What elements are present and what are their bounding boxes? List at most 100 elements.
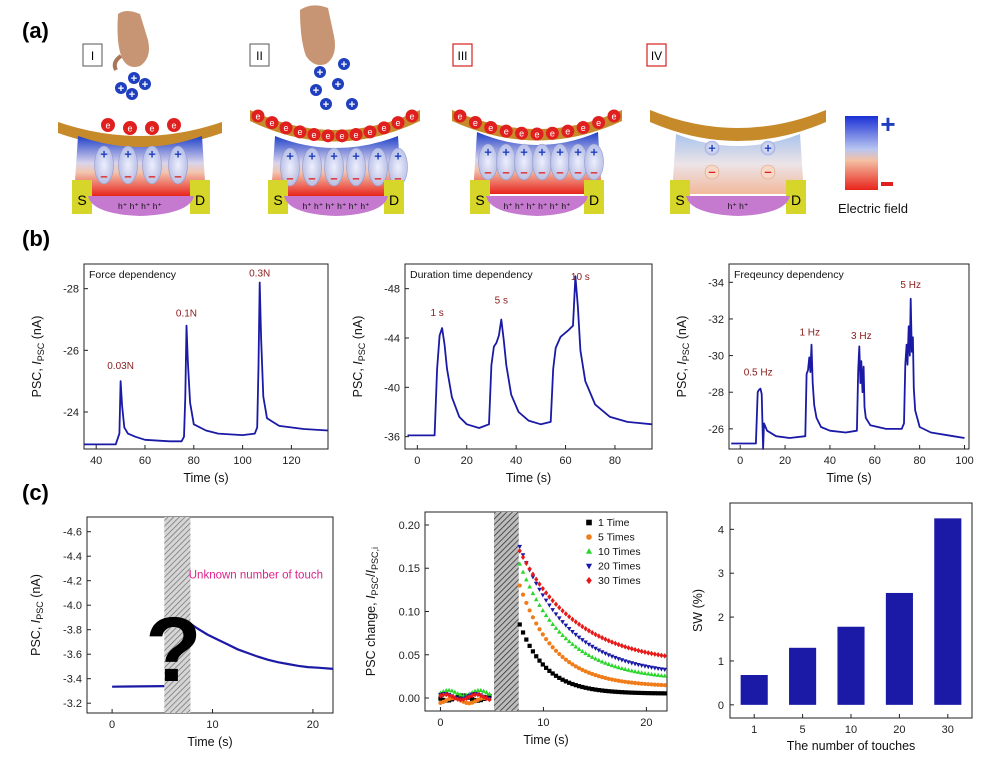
electron-label: e [311,130,316,140]
marker-square [470,697,475,702]
x-tick-label: 60 [559,455,571,467]
inset-title: Duration time dependency [410,269,533,281]
marker-triangle-up [576,646,582,651]
marker-triangle-down [553,612,559,617]
y-axis-label-part: I [675,361,689,365]
marker-triangle-down [540,593,546,598]
electron-dot [592,115,606,129]
plot-frame [86,516,334,714]
marker-diamond [517,548,522,554]
electron-dot [321,129,335,143]
marker-circle [613,678,618,683]
series-10-times [438,561,668,698]
electron-label: e [105,120,110,130]
marker-square [586,519,592,526]
marker-triangle-up [446,687,452,692]
drain-pad-3 [584,180,604,214]
marker-triangle-up [652,672,658,677]
marker-diamond [557,604,562,611]
x-tick-label: 0 [437,717,443,729]
marker-square [606,689,611,694]
marker-circle [590,671,595,677]
marker-diamond [642,649,648,655]
marker-triangle-down [626,660,631,665]
y-tick-label: -3.2 [63,698,82,710]
source-label-4: S [675,192,684,208]
electron-label: e [409,111,414,121]
marker-circle [576,666,582,671]
y-tick-label: 0.15 [399,563,420,575]
marker-diamond [446,692,452,698]
marker-square [576,684,582,689]
electron-dot [405,109,419,123]
y-tick-label: -4.2 [63,576,82,588]
y-axis-label-part: I [364,595,378,599]
marker-square [438,696,443,701]
x-axis-label: The number of touches [787,739,916,753]
marker-diamond [609,639,615,645]
marker-square [642,690,648,696]
y-tick-label: -34 [708,277,724,289]
marker-triangle-up [629,668,635,673]
chart-force-dependency: 40 60 80 100 120 -24 -26 -28 Time (s) PSC, IPSC (… [30,263,329,485]
ion-pair-ellipse [324,147,344,187]
ion-minus-sign: – [148,169,155,184]
marker-circle [636,681,641,686]
marker-diamond [553,601,559,607]
marker-diamond [444,691,449,698]
ion-plus-sign: + [352,149,360,164]
marker-circle [629,680,634,685]
marker-diamond [441,692,446,698]
electron-dot [335,129,349,143]
x-tick-label: 5 [800,724,806,736]
marker-square [632,690,638,695]
electron-label: e [353,130,358,140]
marker-triangle-down [645,665,651,670]
ion-pairs-3: +–+–+–+–+–+–+– [478,143,604,181]
peak-annotation: 1 Hz [799,327,820,338]
marker-triangle-up [530,590,536,596]
top-electrode-4 [650,110,826,141]
y-axis-label-part: PSC, [675,365,689,398]
marker-triangle-up [527,584,532,589]
ion-plus-sign: + [335,79,341,91]
marker-diamond [573,619,578,625]
electron-dot [265,116,279,130]
ion-pair-ellipse [302,147,322,187]
x-axis-label: Time (s) [506,471,551,485]
marker-triangle-down [585,563,593,570]
marker-square [455,694,460,699]
ion-plus-sign: + [313,85,319,97]
ion-plus-sign: + [374,149,382,164]
bar-5 [789,647,817,705]
marker-diamond [550,597,555,604]
marker-square [527,643,532,648]
marker-triangle-up [662,673,668,678]
marker-diamond [613,640,618,647]
electron-label: e [519,129,524,139]
stage-3-label: III [457,49,467,63]
chart-unknown-touch: 0 10 20 -3.2 -3.4 -3.6 -3.8 -4.0 -4.2 -4.4 -4.6 Tim… [29,516,334,749]
chart-sw-bars: 0 1 2 3 4 1 5 10 20 30 The number of touches SW (%) [691,502,973,753]
ion-plus-sign: + [129,89,135,101]
ion-minus-sign: – [520,165,527,180]
marker-square [547,668,552,673]
marker-circle [623,679,628,684]
ion-plus-sign: + [349,99,355,111]
marker-triangle-up [626,667,631,672]
marker-triangle-up [478,687,484,693]
marker-triangle-down [547,603,552,608]
electron-dot [349,128,363,142]
marker-circle [616,678,621,683]
ion-minus-sign: – [330,171,337,186]
marker-circle [646,682,651,687]
stimulus-shaded-region [164,517,191,713]
electron-dot [468,115,482,129]
holes-label-3: h⁺ h⁺ h⁺ h⁺ h⁺ h⁺ [503,201,570,211]
marker-circle [553,648,559,653]
drain-label-4: D [791,192,801,208]
y-tick-label: -4.4 [63,551,82,563]
ion-plus-sign: + [131,73,137,85]
marker-diamond [576,621,582,628]
ion-plus-sign: + [317,67,323,79]
